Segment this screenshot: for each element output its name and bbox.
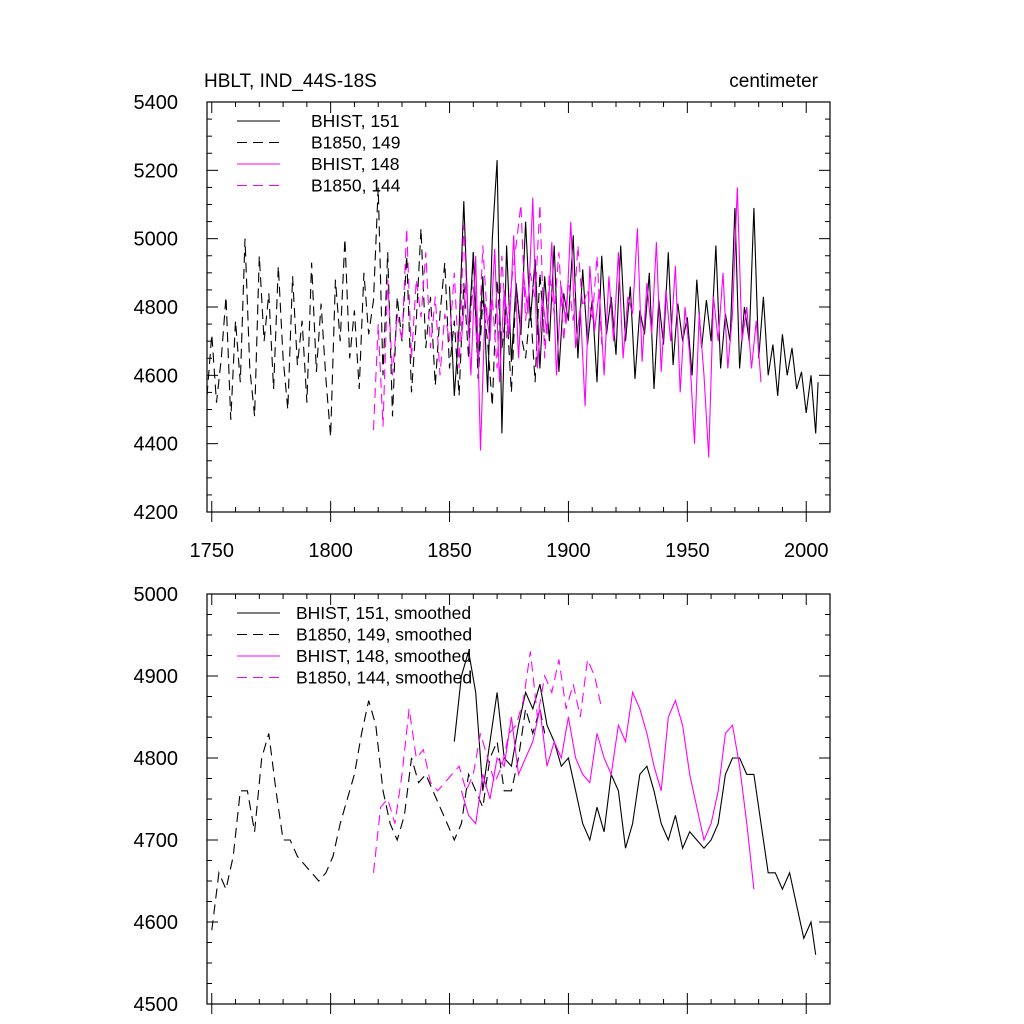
bottom-legend-label-2: B1850, 149, smoothed	[296, 625, 472, 645]
top-series-line-3	[460, 187, 762, 458]
bottom-y-tick-label: 4500	[134, 994, 179, 1016]
top-y-tick-label: 4600	[134, 365, 179, 387]
top-legend-label-2: B1850, 149	[311, 133, 401, 153]
bottom-panel: 4500 4600 4700 4800 4900 5000 BHIST, 151, smoo…	[134, 584, 831, 1016]
top-series-lines	[207, 160, 819, 458]
top-x-tick-label: 1950	[665, 540, 710, 562]
top-panel: HBLT, IND_44S-18S centimeter 4200 4400 460…	[134, 71, 831, 562]
top-y-tick-label: 5000	[134, 229, 179, 251]
top-panel-units: centimeter	[729, 71, 818, 92]
top-series-line-2	[207, 187, 546, 437]
top-x-tick-label: 1800	[308, 540, 353, 562]
top-panel-title: HBLT, IND_44S-18S	[204, 71, 377, 92]
bottom-y-tick-label: 4900	[134, 666, 179, 688]
top-y-tick-label: 5400	[134, 92, 179, 114]
bottom-legend-label-4: B1850, 144, smoothed	[296, 668, 472, 688]
top-legend-label-3: BHIST, 148	[311, 154, 400, 174]
top-y-tick-label: 5200	[134, 160, 179, 182]
bottom-legend-label-1: BHIST, 151, smoothed	[296, 603, 471, 623]
top-legend-label-4: B1850, 144	[311, 176, 401, 196]
bottom-legend-label-3: BHIST, 148, smoothed	[296, 646, 471, 666]
bottom-series-line-2	[211, 700, 546, 931]
bottom-series-line-4	[372, 651, 603, 873]
top-y-tick-label: 4400	[134, 434, 179, 456]
bottom-y-tick-label: 5000	[134, 584, 179, 606]
top-x-tick-label: 1850	[427, 540, 472, 562]
top-y-tick-label: 4200	[134, 502, 179, 524]
bottom-y-tick-label: 4700	[134, 830, 179, 852]
bottom-series-lines	[211, 651, 817, 955]
top-x-tick-label: 1750	[190, 540, 235, 562]
top-y-tick-label: 4800	[134, 297, 179, 319]
top-x-tick-label: 1900	[546, 540, 591, 562]
bottom-y-tick-label: 4800	[134, 748, 179, 770]
top-legend-label-1: BHIST, 151	[311, 111, 400, 131]
bottom-y-tick-label: 4600	[134, 912, 179, 934]
top-x-tick-label: 2000	[784, 540, 829, 562]
bottom-series-line-3	[460, 690, 755, 890]
top-series-line-4	[372, 204, 603, 431]
